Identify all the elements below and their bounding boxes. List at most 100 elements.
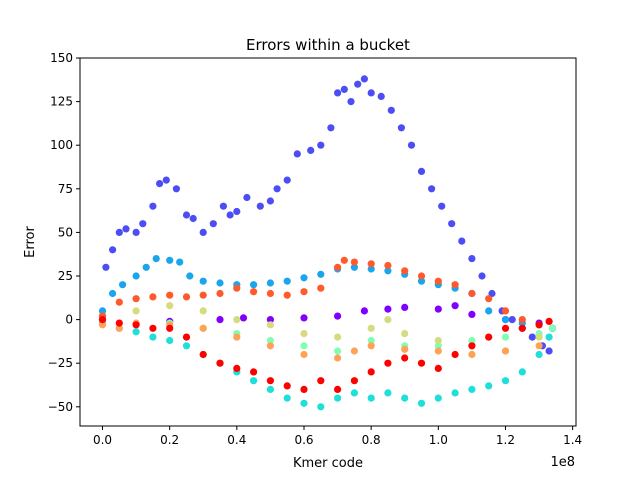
series-1-point-44 (488, 289, 496, 298)
series-0-point-7 (360, 307, 368, 315)
series-1-point-41 (458, 237, 466, 245)
series-8-point-1 (115, 319, 123, 327)
series-2-point-27 (501, 316, 510, 324)
series-3-point-20 (434, 394, 442, 402)
series-8-point-17 (384, 359, 392, 367)
series-1-point-8 (156, 180, 164, 188)
series-7-point-22 (451, 281, 459, 289)
series-7-point-1 (115, 298, 123, 306)
series-1-point-6 (139, 220, 147, 228)
series-4-point-6 (300, 342, 308, 350)
series-2-point-18 (350, 263, 358, 271)
series-6-point-14 (501, 347, 510, 355)
series-7-point-10 (266, 289, 274, 298)
series-2-point-20 (384, 267, 392, 275)
series-1-point-48 (528, 333, 536, 341)
series-1-point-21 (273, 185, 281, 193)
series-6-point-5 (233, 333, 241, 341)
series-6-point-10 (367, 342, 375, 350)
series-7-point-26 (518, 316, 526, 324)
x-tick-label: 1.0 (429, 433, 448, 447)
series-8-point-5 (182, 333, 191, 341)
x-tick-label: 0.6 (294, 433, 313, 447)
series-7-point-21 (434, 277, 442, 285)
series-3-point-24 (501, 377, 510, 385)
series-3-point-15 (350, 389, 358, 397)
series-1-point-15 (219, 202, 227, 210)
series-8-point-12 (300, 385, 308, 393)
series-6-point-12 (434, 347, 442, 355)
series-3-point-12 (300, 399, 308, 407)
y-tick-label: 75 (58, 182, 73, 196)
series-5-point-7 (334, 333, 342, 341)
series-5-point-10 (401, 330, 409, 338)
series-8-point-0 (98, 316, 107, 324)
series-5-point-3 (199, 307, 207, 315)
series-2-point-14 (283, 277, 291, 285)
series-2-point-19 (367, 265, 375, 273)
series-2-point-2 (119, 281, 127, 289)
series-2-point-1 (109, 289, 117, 298)
series-1-point-30 (354, 80, 362, 88)
series-6-point-1 (115, 324, 123, 332)
series-1-point-39 (438, 202, 446, 210)
series-1-point-42 (468, 255, 476, 263)
y-tick-label: 0 (65, 313, 73, 327)
series-2-point-22 (417, 277, 426, 285)
series-4-point-14 (548, 324, 557, 332)
series-3-point-26 (535, 350, 543, 359)
series-8-point-7 (216, 359, 224, 367)
series-1-point-36 (407, 141, 416, 149)
series-1-point-5 (132, 228, 140, 236)
series-7-point-8 (233, 284, 241, 292)
series-3-point-17 (384, 389, 392, 397)
series-1-point-26 (327, 124, 335, 132)
series-2-point-3 (132, 272, 140, 280)
series-8-point-2 (132, 321, 140, 329)
series-1-point-2 (109, 246, 117, 254)
series-7-point-2 (132, 295, 140, 303)
series-2-point-15 (300, 274, 308, 282)
series-8-point-6 (199, 350, 207, 359)
series-6-point-6 (266, 342, 274, 350)
series-1-point-32 (367, 89, 375, 97)
series-3-point-19 (417, 399, 426, 407)
series-3-point-10 (266, 385, 274, 393)
series-7-point-24 (485, 295, 493, 303)
series-2-point-9 (199, 277, 207, 285)
series-0-point-11 (451, 302, 459, 310)
series-8-point-15 (350, 377, 358, 385)
y-axis-label: Error (23, 226, 38, 258)
series-1-point-29 (347, 98, 355, 106)
series-0-point-4 (266, 316, 274, 324)
series-6-point-13 (468, 350, 476, 359)
series-1-point-7 (149, 202, 157, 210)
series-8-point-10 (266, 377, 274, 385)
series-8-point-13 (317, 377, 325, 385)
series-6-point-15 (535, 342, 543, 350)
series-3-point-16 (367, 394, 375, 402)
series-7-point-17 (367, 260, 375, 268)
series-8-point-23 (485, 333, 493, 341)
series-8-point-9 (250, 368, 258, 376)
y-tick-label: 50 (58, 225, 73, 239)
series-1-point-3 (115, 228, 123, 236)
series-6-point-8 (334, 354, 342, 362)
series-1-point-10 (172, 185, 180, 193)
x-axis-label: Kmer code (293, 456, 363, 471)
series-8-point-8 (233, 364, 241, 372)
series-1-point-14 (209, 220, 217, 228)
series-6-point-9 (350, 347, 358, 355)
series-5-point-6 (300, 330, 308, 338)
x-tick-label: 0.8 (362, 433, 381, 447)
x-tick-label: 0.0 (93, 433, 112, 447)
series-6 (98, 319, 543, 362)
series-3-point-18 (401, 394, 409, 402)
series-1-point-9 (162, 176, 170, 184)
series-0-point-8 (384, 305, 392, 313)
series-1-point-20 (266, 197, 274, 205)
series-5-point-9 (384, 316, 392, 324)
y-tick-label: 150 (50, 51, 73, 65)
series-1-point-34 (387, 106, 395, 114)
